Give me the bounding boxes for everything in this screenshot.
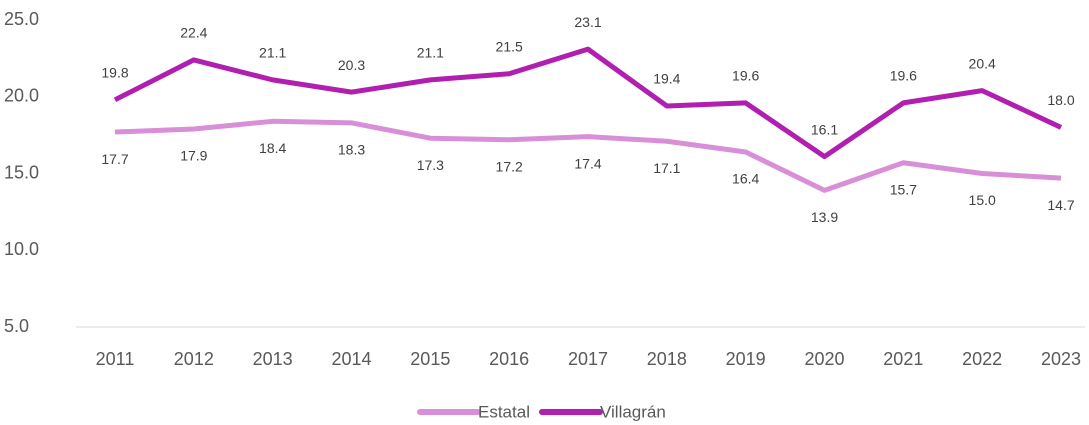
- data-label: 20.4: [969, 55, 996, 71]
- data-label: 19.4: [653, 71, 680, 87]
- y-tick-label: 5.0: [4, 316, 29, 336]
- x-tick-label: 2019: [726, 349, 766, 369]
- data-label: 23.1: [574, 14, 601, 30]
- x-tick-label: 2015: [410, 349, 450, 369]
- data-label: 17.2: [496, 158, 523, 174]
- line: [113, 46, 1063, 160]
- data-label: 18.0: [1047, 92, 1074, 108]
- data-label: 16.4: [732, 171, 759, 187]
- y-tick-label: 15.0: [4, 162, 39, 182]
- data-label: 13.9: [811, 209, 838, 225]
- x-tick-label: 2022: [962, 349, 1002, 369]
- x-tick-label: 2016: [489, 349, 529, 369]
- x-tick-label: 2013: [253, 349, 293, 369]
- y-tick-label: 25.0: [4, 9, 39, 29]
- data-label: 19.8: [101, 65, 128, 81]
- data-label: 15.0: [969, 192, 996, 208]
- data-label: 17.9: [180, 148, 207, 164]
- data-label: 20.3: [338, 57, 365, 73]
- data-label: 16.1: [811, 121, 838, 137]
- data-label: 17.3: [417, 157, 444, 173]
- data-label: 19.6: [890, 68, 917, 84]
- data-label: 18.3: [338, 142, 365, 158]
- data-label: 18.4: [259, 140, 286, 156]
- x-tick-label: 2014: [331, 349, 371, 369]
- x-tick-label: 2021: [883, 349, 923, 369]
- data-label: 14.7: [1047, 197, 1074, 213]
- x-tick-label: 2018: [647, 349, 687, 369]
- data-label: 22.4: [180, 25, 207, 41]
- data-label: 17.7: [101, 151, 128, 167]
- data-label: 17.1: [653, 160, 680, 176]
- x-tick-label: 2017: [568, 349, 608, 369]
- data-label: 19.6: [732, 68, 759, 84]
- legend-label: Estatal: [478, 402, 530, 421]
- data-label: 17.4: [574, 155, 601, 171]
- y-tick-label: 20.0: [4, 86, 39, 106]
- line: [114, 118, 1062, 193]
- data-label: 21.5: [496, 38, 523, 54]
- data-label: 21.1: [417, 45, 444, 61]
- data-label: 21.1: [259, 45, 286, 61]
- x-tick-label: 2012: [174, 349, 214, 369]
- y-tick-label: 10.0: [4, 239, 39, 259]
- x-tick-label: 2020: [804, 349, 844, 369]
- x-tick-label: 2023: [1041, 349, 1081, 369]
- x-tick-label: 2011: [96, 349, 135, 369]
- legend-label: Villagrán: [600, 402, 666, 421]
- data-label: 15.7: [890, 181, 917, 197]
